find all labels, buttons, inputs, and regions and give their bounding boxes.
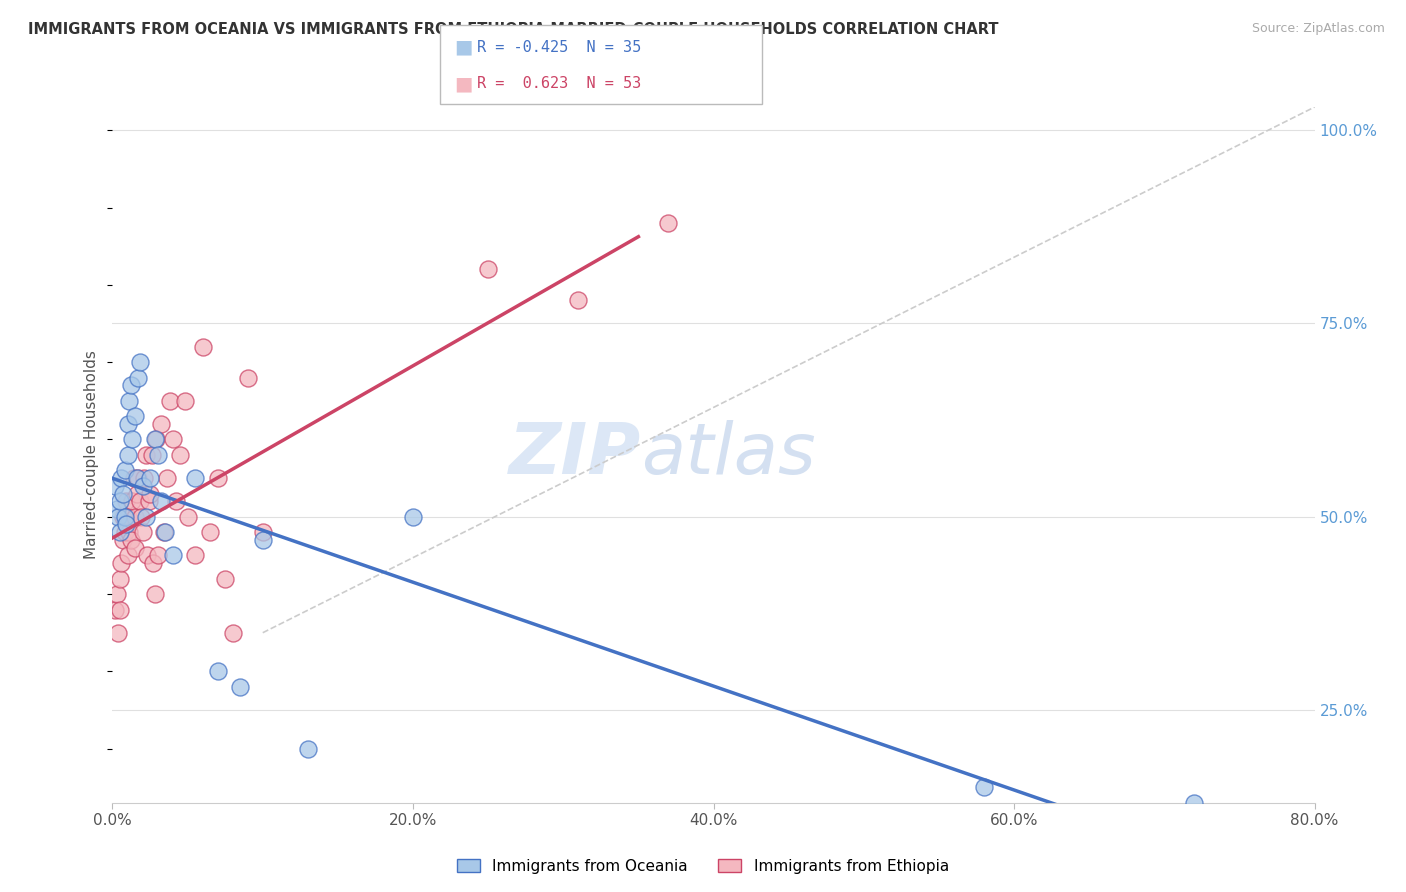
Point [111, 533, 134, 547]
Point [142, 556, 165, 570]
Point [125, 486, 148, 500]
Point [1184, 796, 1206, 810]
Y-axis label: Married-couple Households: Married-couple Households [84, 351, 100, 559]
Point [104, 479, 127, 493]
Point [110, 471, 132, 485]
Text: ZIP: ZIP [509, 420, 641, 490]
Point [297, 741, 319, 756]
Point [252, 533, 274, 547]
Point [207, 665, 229, 679]
Point [108, 525, 131, 540]
Point [236, 370, 259, 384]
Point [145, 433, 167, 447]
Point [115, 517, 138, 532]
Point [152, 525, 174, 540]
Point [165, 494, 187, 508]
Point [125, 471, 148, 485]
Point [169, 448, 191, 462]
Text: ■: ■ [454, 37, 472, 57]
Text: atlas: atlas [641, 420, 815, 490]
Point [198, 525, 221, 540]
Point [153, 525, 176, 540]
Point [973, 780, 995, 795]
Point [477, 262, 499, 277]
Point [124, 509, 146, 524]
Point [127, 471, 149, 485]
Text: Source: ZipAtlas.com: Source: ZipAtlas.com [1251, 22, 1385, 36]
Point [114, 509, 136, 524]
Text: R =  0.623  N = 53: R = 0.623 N = 53 [477, 76, 641, 91]
Point [252, 525, 274, 540]
Point [184, 471, 207, 485]
Point [114, 525, 136, 540]
Point [111, 486, 134, 500]
Point [121, 433, 143, 447]
Point [108, 572, 131, 586]
Point [128, 494, 150, 508]
Point [117, 417, 139, 431]
Legend: Immigrants from Oceania, Immigrants from Ethiopia: Immigrants from Oceania, Immigrants from… [451, 853, 955, 880]
Point [139, 471, 162, 485]
Point [143, 433, 166, 447]
Text: IMMIGRANTS FROM OCEANIA VS IMMIGRANTS FROM ETHIOPIA MARRIED-COUPLE HOUSEHOLDS CO: IMMIGRANTS FROM OCEANIA VS IMMIGRANTS FR… [28, 22, 998, 37]
Point [135, 448, 157, 462]
Point [131, 525, 153, 540]
Point [159, 393, 181, 408]
Point [124, 541, 146, 555]
Point [117, 549, 139, 563]
Point [121, 494, 143, 508]
Point [149, 417, 172, 431]
Point [214, 572, 236, 586]
Point [108, 602, 131, 616]
Point [131, 479, 153, 493]
Point [138, 494, 160, 508]
Point [141, 448, 163, 462]
Point [115, 494, 138, 508]
Point [105, 587, 128, 601]
Point [657, 216, 679, 230]
Point [207, 471, 229, 485]
Point [107, 625, 129, 640]
Point [229, 680, 252, 694]
Point [120, 533, 142, 547]
Point [127, 370, 149, 384]
Point [117, 509, 139, 524]
Point [135, 509, 157, 524]
Point [108, 494, 131, 508]
Point [184, 549, 207, 563]
Point [122, 471, 145, 485]
Point [110, 556, 132, 570]
Point [124, 409, 146, 424]
Point [143, 587, 166, 601]
Point [107, 509, 129, 524]
Point [139, 486, 162, 500]
Point [132, 471, 155, 485]
Text: ■: ■ [454, 74, 472, 93]
Point [149, 494, 172, 508]
Point [222, 625, 245, 640]
Point [104, 602, 127, 616]
Point [191, 340, 214, 354]
Point [111, 509, 134, 524]
Point [162, 433, 184, 447]
Point [117, 448, 139, 462]
Point [129, 509, 152, 524]
Point [105, 502, 128, 516]
Point [146, 448, 169, 462]
Point [173, 393, 195, 408]
Text: R = -0.425  N = 35: R = -0.425 N = 35 [477, 40, 641, 54]
Point [118, 393, 141, 408]
Point [155, 471, 177, 485]
Point [402, 509, 425, 524]
Point [114, 463, 136, 477]
Point [146, 549, 169, 563]
Point [567, 293, 589, 308]
Point [128, 355, 150, 369]
Point [136, 549, 159, 563]
Point [118, 525, 141, 540]
Point [120, 378, 142, 392]
Point [162, 549, 184, 563]
Point [176, 509, 198, 524]
